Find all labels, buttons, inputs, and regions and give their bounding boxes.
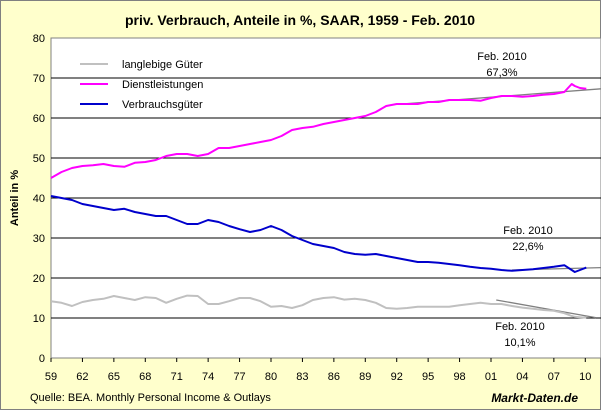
x-tick-label: 80: [265, 371, 277, 383]
y-tick-label: 70: [33, 73, 45, 85]
y-tick-label: 20: [33, 273, 45, 285]
grid-lines: [51, 77, 601, 319]
x-tick-label: 77: [233, 371, 245, 383]
annotation-nondurables-value: 22,6%: [512, 241, 543, 253]
x-tick-label: 92: [391, 371, 403, 383]
x-tick-label: 95: [422, 371, 434, 383]
trend-line: [496, 299, 596, 319]
legend: langlebige Güter Dienstleistungen Verbra…: [80, 59, 203, 111]
legend-label-services: Dienstleistungen: [122, 79, 203, 91]
source-note: Quelle: BEA. Monthly Personal Income & O…: [30, 392, 271, 404]
x-axis-ticks: 59 62 65 68 71 74 77 80 83 86 89 92 95 98 01 04 07 10: [45, 358, 591, 383]
annotations: Feb. 2010 67,3% Feb. 2010 22,6% Feb. 201…: [477, 51, 553, 349]
y-axis-label: Anteil in %: [9, 170, 21, 226]
x-tick-label: 68: [139, 371, 151, 383]
annotation-services-date: Feb. 2010: [477, 51, 527, 63]
x-tick-label: 65: [108, 371, 120, 383]
annotation-durables-date: Feb. 2010: [495, 321, 545, 333]
x-tick-label: 74: [202, 371, 214, 383]
y-tick-label: 60: [33, 113, 45, 125]
x-tick-label: 04: [516, 371, 528, 383]
x-tick-label: 83: [296, 371, 308, 383]
y-tick-label: 30: [33, 233, 45, 245]
x-tick-label: 86: [328, 371, 340, 383]
x-tick-label: 10: [579, 371, 591, 383]
brand-label: Markt-Daten.de: [491, 391, 578, 405]
legend-label-durables: langlebige Güter: [122, 59, 203, 71]
x-tick-label: 98: [453, 371, 465, 383]
series-line-nondurables: [50, 195, 587, 273]
y-axis-ticks: 0 10 20 30 40 50 60 70 80: [33, 33, 45, 365]
series-lines: [50, 83, 587, 319]
y-tick-label: 10: [33, 313, 45, 325]
x-tick-label: 07: [548, 371, 560, 383]
annotation-services-value: 67,3%: [486, 67, 517, 79]
annotation-nondurables-date: Feb. 2010: [503, 225, 553, 237]
x-tick-label: 62: [76, 371, 88, 383]
annotation-durables-value: 10,1%: [504, 337, 535, 349]
x-tick-label: 71: [171, 371, 183, 383]
y-tick-label: 80: [33, 33, 45, 45]
x-tick-label: 89: [359, 371, 371, 383]
chart-title: priv. Verbrauch, Anteile in %, SAAR, 195…: [125, 12, 475, 28]
y-tick-label: 40: [33, 193, 45, 205]
y-tick-label: 50: [33, 153, 45, 165]
y-tick-label: 0: [39, 353, 45, 365]
x-tick-label: 59: [45, 371, 57, 383]
series-line-services: [50, 83, 587, 179]
legend-label-nondurables: Verbrauchsgüter: [122, 99, 203, 111]
series-line-durables: [50, 294, 587, 319]
x-tick-label: 01: [485, 371, 497, 383]
